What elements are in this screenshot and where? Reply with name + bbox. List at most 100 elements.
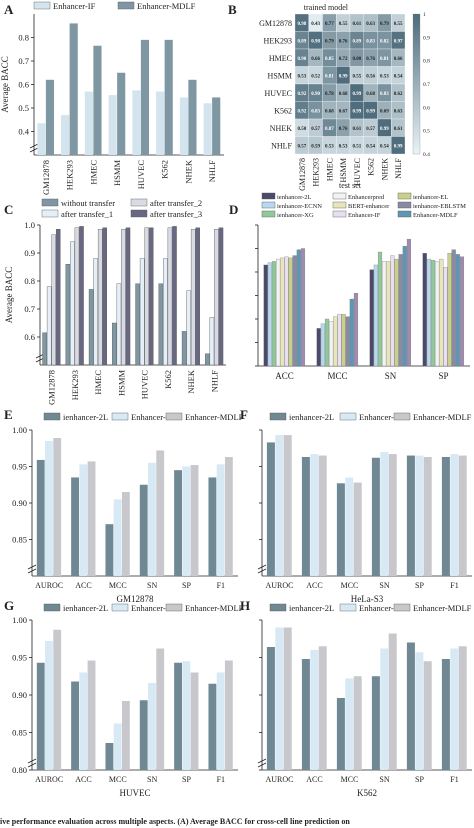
y-tick-label-G: 0.90: [12, 690, 27, 700]
bar-D-ienhancer-XG: [430, 260, 436, 367]
bar-D-ienhancer-EL: [447, 253, 452, 367]
heatmap-value: 0.52: [311, 74, 320, 79]
heatmap-value: 0.66: [311, 57, 320, 62]
heatmap-value: 0.76: [339, 127, 348, 132]
heatmap-value: 0.68: [366, 92, 375, 97]
colorbar-tick-label: 1: [423, 12, 426, 18]
bar-H-Enhancer-MDLF: [353, 676, 362, 770]
bar-D-ienhancer-ECNN: [267, 262, 272, 367]
legend-swatch-D: [332, 210, 347, 218]
x-tick-label-H: AUROC: [265, 775, 293, 784]
bar-D-Enhancerpred: [276, 258, 281, 367]
bar-C-after transfer_1: [46, 286, 52, 366]
heatmap-value: 0.83: [366, 39, 375, 44]
bar-D-ienhancer-XG: [377, 251, 383, 367]
bar-D-ienhancer-2L: [422, 253, 427, 367]
bar-C-after transfer_2: [167, 227, 173, 366]
x-tick-label-C: NHLF: [209, 370, 219, 392]
bar-H-ienhancer-2L: [441, 659, 450, 770]
y-tick-label-A: 0.8: [18, 33, 29, 43]
heatmap-value: 0.55: [339, 22, 348, 27]
x-tick-label-E: SN: [147, 581, 157, 590]
colorbar-tick-label: 0.7: [423, 82, 430, 88]
y-tick-label-A: 0.4: [18, 127, 29, 137]
x-tick-label-H: SP: [415, 775, 424, 784]
legend-swatch-A: [33, 1, 51, 10]
bar-H-Enhancer-IF: [450, 648, 459, 770]
chart-D: ACC MCC SN SP ienhancer-2L ienhancer-ECNN ienh…: [255, 192, 470, 381]
bar-G-Enhancer-IF: [113, 723, 122, 770]
heatmap-value: 0.99: [380, 127, 389, 132]
x-tick-label-A: NHLF: [207, 160, 217, 182]
bar-A-Enhancer-IF: [203, 103, 212, 155]
x-tick-label-F: AUROC: [265, 581, 293, 590]
x-tick-label-C: HUVEC: [140, 370, 150, 400]
axis-break-H: [257, 758, 267, 768]
heatmap-value: 0.55: [353, 74, 362, 79]
legend-swatch-D: [397, 201, 412, 209]
legend-label-H: ienhancer-2L: [289, 603, 334, 613]
bar-D-BERT-enhancer: [386, 261, 391, 367]
x-tick-label-G: F1: [217, 775, 225, 784]
row-label-B: NHEK: [270, 124, 292, 133]
legend-swatch-D: [332, 192, 347, 200]
x-tick-label-E: MCC: [109, 581, 127, 590]
heatmap-value: 0.99: [366, 109, 375, 114]
x-tick-label-H: F1: [450, 775, 458, 784]
bar-C-after transfer_2: [144, 227, 149, 366]
legend-label-F: ienhancer-2L: [289, 412, 334, 422]
legend-swatch-C: [130, 198, 148, 207]
bar-H-Enhancer-IF: [415, 652, 424, 770]
heatmap-title: trained model: [304, 3, 349, 12]
x-axis-label-B: test set: [339, 181, 362, 190]
bar-C-after transfer_1: [139, 258, 145, 366]
bar-D-ienhancer-ECNN: [426, 258, 431, 367]
x-tick-label-A: HEK293: [65, 160, 75, 190]
x-tick-label-A: K562: [160, 160, 170, 179]
legend-label-C: after transfer_1: [61, 209, 113, 219]
colorbar-tick-label: 0.9: [423, 35, 430, 41]
bar-A-Enhancer-IF: [84, 91, 93, 155]
bar-H-Enhancer-MDLF: [318, 646, 327, 770]
chart-F: AUROC ACC MCC SN SP F1 HeLa-S3 ienhancer-2L Enha…: [257, 412, 472, 604]
panel-label-F: F: [240, 407, 248, 422]
col-label-B: GM12878: [298, 158, 307, 191]
y-tick-label-G: 0.95: [12, 653, 27, 663]
bar-D-Enhancerpred: [382, 261, 387, 367]
bar-D-ienhancer-EBLSTM: [345, 316, 350, 367]
bar-E-Enhancer-MDLF: [87, 461, 96, 576]
x-tick-label-H: SN: [379, 775, 389, 784]
y-axis-label-A: Average BACC: [0, 56, 10, 113]
x-tick-label-C: HEK293: [70, 370, 80, 400]
bar-E-Enhancer-MDLF: [156, 450, 165, 576]
x-tick-label-E: ACC: [75, 581, 91, 590]
heatmap-value: 0.69: [380, 109, 389, 114]
x-tick-label-G: ACC: [75, 775, 91, 784]
bar-D-Enhancerpred: [435, 261, 440, 367]
bar-C-after transfer_1: [163, 258, 168, 366]
legend-label-D: BERT-enhancer: [348, 203, 390, 210]
x-tick-label-E: F1: [217, 581, 225, 590]
heatmap-value: 0.99: [353, 92, 362, 97]
bar-F-Enhancer-IF: [275, 435, 284, 576]
y-tick-label-E: 0.90: [12, 498, 27, 508]
bar-G-Enhancer-MDLF: [121, 701, 130, 770]
legend-label-D: ienhancer-XG: [277, 212, 314, 219]
bar-D-Enhancer-IF: [390, 255, 395, 367]
bar-H-Enhancer-MDLF: [458, 646, 467, 770]
panel-label-G: G: [4, 598, 14, 613]
x-tick-label-C: K562: [163, 370, 173, 389]
bar-C-after transfer_3: [172, 226, 177, 366]
heatmap-value: 0.68: [325, 109, 334, 114]
bar-C-after transfer_1: [116, 283, 122, 366]
heatmap-value: 0.53: [325, 144, 334, 149]
bar-F-Enhancer-MDLF: [318, 455, 327, 576]
bar-A-Enhancer-MDLF: [212, 97, 221, 155]
panel-label-E: E: [4, 407, 13, 422]
legend-swatch-D: [397, 192, 412, 200]
col-label-B: HMEC: [325, 158, 334, 181]
heatmap-value: 0.89: [298, 39, 307, 44]
legend-swatch-C: [41, 209, 59, 218]
bar-F-Enhancer-MDLF: [353, 482, 362, 576]
col-label-B: NHEK: [380, 158, 389, 180]
